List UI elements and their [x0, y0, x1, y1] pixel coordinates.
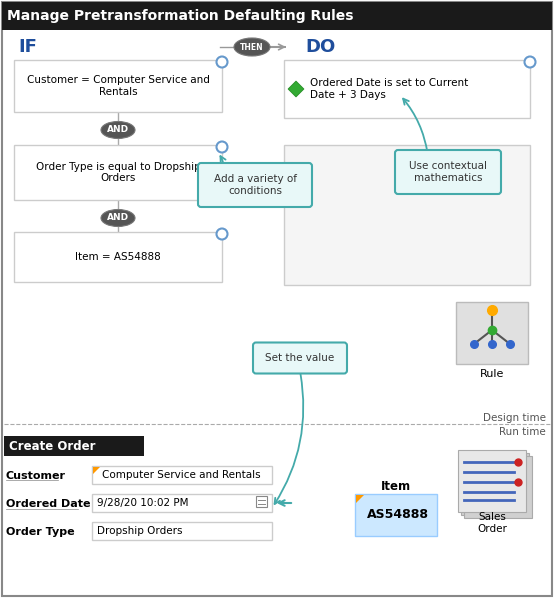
Text: 9/28/20 10:02 PM: 9/28/20 10:02 PM: [97, 498, 188, 508]
FancyBboxPatch shape: [92, 466, 272, 484]
FancyBboxPatch shape: [92, 522, 272, 540]
FancyBboxPatch shape: [14, 60, 222, 112]
Text: Design time: Design time: [483, 413, 546, 423]
Circle shape: [525, 56, 536, 68]
FancyBboxPatch shape: [198, 163, 312, 207]
Text: Ordered Date is set to Current
Date + 3 Days: Ordered Date is set to Current Date + 3 …: [310, 78, 468, 100]
FancyBboxPatch shape: [456, 302, 528, 364]
Circle shape: [217, 56, 228, 68]
Circle shape: [217, 142, 228, 152]
Text: THEN: THEN: [240, 42, 264, 51]
Text: IF: IF: [18, 38, 37, 56]
FancyBboxPatch shape: [284, 60, 530, 118]
Text: Order Type is equal to Dropship
Orders: Order Type is equal to Dropship Orders: [35, 161, 201, 184]
Text: Computer Service and Rentals: Computer Service and Rentals: [102, 470, 260, 480]
FancyBboxPatch shape: [14, 232, 222, 282]
FancyBboxPatch shape: [256, 496, 267, 507]
Text: Manage Pretransformation Defaulting Rules: Manage Pretransformation Defaulting Rule…: [7, 9, 353, 23]
Circle shape: [217, 228, 228, 240]
Text: Create Order: Create Order: [9, 440, 95, 453]
Text: DO: DO: [305, 38, 335, 56]
Text: Item: Item: [381, 480, 411, 493]
FancyBboxPatch shape: [14, 145, 222, 200]
Text: Order Type: Order Type: [6, 527, 75, 537]
Ellipse shape: [101, 209, 135, 227]
FancyBboxPatch shape: [355, 494, 437, 536]
FancyBboxPatch shape: [92, 494, 272, 512]
FancyBboxPatch shape: [464, 456, 532, 518]
Ellipse shape: [101, 121, 135, 139]
Text: AS54888: AS54888: [367, 508, 429, 521]
Text: Rule: Rule: [480, 369, 504, 379]
Text: AND: AND: [107, 126, 129, 135]
Text: Dropship Orders: Dropship Orders: [97, 526, 182, 536]
FancyBboxPatch shape: [284, 145, 530, 285]
FancyBboxPatch shape: [2, 2, 552, 30]
Text: Run time: Run time: [499, 427, 546, 437]
Text: Set the value: Set the value: [265, 353, 335, 363]
Text: AND: AND: [107, 213, 129, 222]
Text: Ordered Date: Ordered Date: [6, 499, 90, 509]
Text: Sales
Order: Sales Order: [477, 512, 507, 534]
Polygon shape: [356, 495, 364, 503]
FancyBboxPatch shape: [4, 436, 144, 456]
FancyBboxPatch shape: [253, 343, 347, 374]
Text: Add a variety of
conditions: Add a variety of conditions: [213, 174, 296, 196]
FancyBboxPatch shape: [395, 150, 501, 194]
FancyBboxPatch shape: [458, 450, 526, 512]
Text: Customer: Customer: [6, 471, 66, 481]
Text: Customer = Computer Service and
Rentals: Customer = Computer Service and Rentals: [27, 75, 209, 97]
Polygon shape: [288, 81, 304, 97]
Ellipse shape: [234, 38, 270, 56]
Text: Item = AS54888: Item = AS54888: [75, 252, 161, 262]
Text: Use contextual
mathematics: Use contextual mathematics: [409, 161, 487, 183]
FancyBboxPatch shape: [461, 453, 529, 515]
Polygon shape: [93, 467, 100, 474]
FancyBboxPatch shape: [4, 456, 344, 592]
